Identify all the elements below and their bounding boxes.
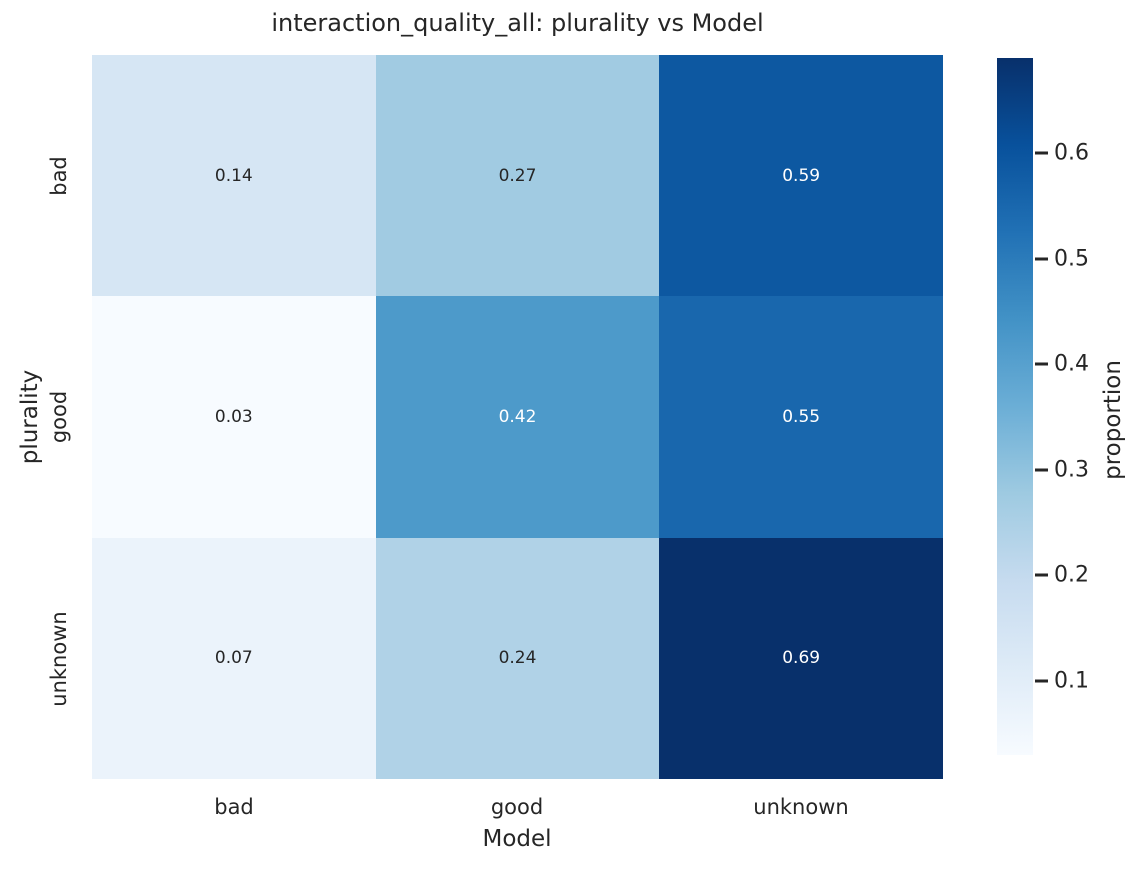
heatmap-cell-unknown-bad: 0.07 [92, 537, 376, 779]
cell-value-label: 0.24 [498, 648, 537, 669]
cell-value-label: 0.59 [782, 165, 821, 186]
cell-value-label: 0.03 [214, 406, 253, 427]
colorbar-label: proportion [1100, 360, 1126, 480]
x-tick-label-good: good [490, 795, 544, 819]
x-axis-label: Model [482, 826, 552, 852]
colorbar-tick-mark [1035, 151, 1048, 155]
heatmap-cell-bad-good: 0.27 [375, 55, 660, 297]
cell-value-label: 0.27 [498, 165, 537, 186]
heatmap-grid: 0.14 0.27 0.59 0.03 0.42 0.55 0.07 0.24 0.69 [92, 55, 943, 779]
colorbar-tick-mark [1035, 257, 1048, 261]
cell-value-label: 0.14 [214, 165, 253, 186]
y-tick-label-bad: bad [47, 156, 71, 196]
heatmap-cell-good-unknown: 0.55 [659, 296, 943, 538]
heatmap-cell-unknown-unknown: 0.69 [659, 537, 943, 779]
colorbar-tick-label: 0.2 [1054, 562, 1089, 588]
y-tick-label-unknown: unknown [47, 611, 71, 707]
colorbar-tick-mark [1035, 362, 1048, 366]
y-tick-label-good: good [47, 390, 71, 444]
x-tick-label-unknown: unknown [753, 795, 849, 819]
y-axis-label: plurality [17, 369, 43, 465]
heatmap-cell-bad-unknown: 0.59 [659, 55, 943, 297]
cell-value-label: 0.55 [782, 406, 821, 427]
heatmap-cell-good-bad: 0.03 [92, 296, 376, 538]
heatmap-cell-unknown-good: 0.24 [375, 537, 660, 779]
colorbar-tick-label: 0.3 [1054, 457, 1089, 483]
colorbar-tick-label: 0.6 [1054, 140, 1089, 166]
chart-title: interaction_quality_all: plurality vs Mo… [271, 9, 764, 37]
colorbar-tick-label: 0.5 [1054, 246, 1089, 272]
colorbar-tick-label: 0.4 [1054, 351, 1089, 377]
x-tick-label-bad: bad [214, 795, 254, 819]
heatmap-cell-bad-bad: 0.14 [92, 55, 376, 297]
colorbar [997, 58, 1033, 755]
cell-value-label: 0.42 [498, 406, 537, 427]
colorbar-tick-mark [1035, 468, 1048, 472]
colorbar-tick-mark [1035, 679, 1048, 683]
colorbar-tick-label: 0.1 [1054, 668, 1089, 694]
colorbar-tick-mark [1035, 573, 1048, 577]
cell-value-label: 0.07 [214, 648, 253, 669]
heatmap-cell-good-good: 0.42 [375, 296, 660, 538]
cell-value-label: 0.69 [782, 648, 821, 669]
